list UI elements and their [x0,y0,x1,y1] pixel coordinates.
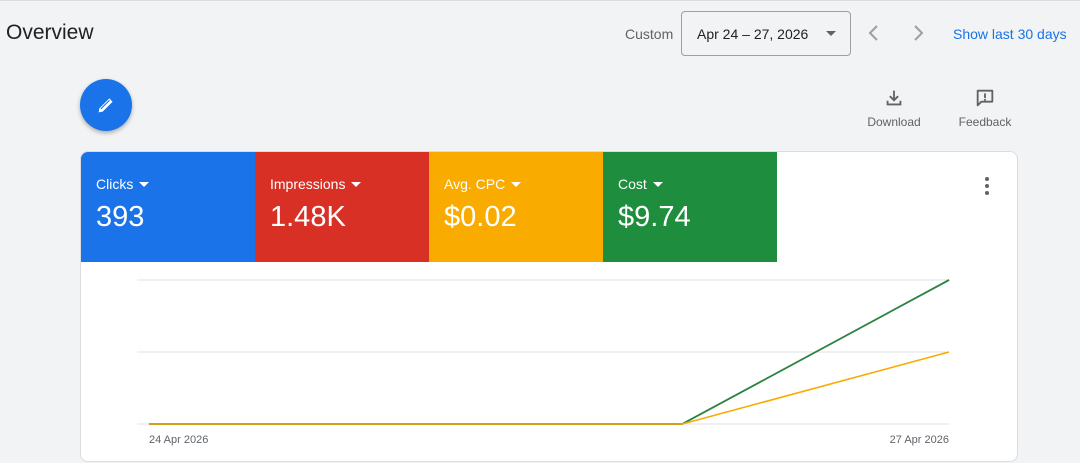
metric-label: Cost [618,176,647,192]
metric-tiles: Clicks 393 Impressions 1.48K Avg. CPC $0… [81,152,777,262]
date-range-value: Apr 24 – 27, 2026 [697,25,809,42]
dropdown-caret-icon [139,181,150,187]
feedback-label: Feedback [958,115,1012,129]
dropdown-caret-icon [351,181,362,187]
edit-fab-button[interactable] [80,79,132,131]
date-range-select[interactable]: Apr 24 – 27, 2026 [681,11,851,56]
metric-label: Impressions [270,176,346,192]
x-tick-label: 27 Apr 2026 [890,434,949,446]
metrics-card: Clicks 393 Impressions 1.48K Avg. CPC $0… [80,151,1018,462]
pencil-icon [98,98,113,113]
previous-period-button[interactable] [862,21,886,45]
chevron-right-icon [914,25,924,41]
feedback-button[interactable]: Feedback [954,87,1016,129]
metric-tile-avg-cpc[interactable]: Avg. CPC $0.02 [429,152,603,262]
dropdown-caret-icon [826,31,836,36]
download-button[interactable]: Download [864,87,924,129]
metric-value: 393 [96,201,145,233]
metric-value: $9.74 [618,201,691,233]
metric-value: $0.02 [444,201,517,233]
performance-line-chart: 24 Apr 2026 27 Apr 2026 [137,279,950,446]
more-options-button[interactable] [977,174,997,198]
chart-series-line-3 [149,351,950,425]
next-period-button[interactable] [906,21,930,45]
more-vert-icon [985,177,989,181]
metric-label: Clicks [96,176,134,192]
metric-tile-clicks[interactable]: Clicks 393 [81,152,255,262]
metric-value: 1.48K [270,201,346,233]
page-title: Overview [6,21,94,44]
x-tick-label: 24 Apr 2026 [149,434,208,446]
chevron-left-icon [868,25,878,41]
feedback-icon [976,89,994,107]
metric-tile-cost[interactable]: Cost $9.74 [603,152,777,262]
show-last-30-days-link[interactable]: Show last 30 days [953,26,1067,42]
range-type-label: Custom [625,26,674,42]
metric-label: Avg. CPC [444,176,506,192]
metric-tile-impressions[interactable]: Impressions 1.48K [255,152,429,262]
download-icon [886,90,902,106]
dropdown-caret-icon [511,181,522,187]
dropdown-caret-icon [652,181,663,187]
download-label: Download [867,115,921,129]
